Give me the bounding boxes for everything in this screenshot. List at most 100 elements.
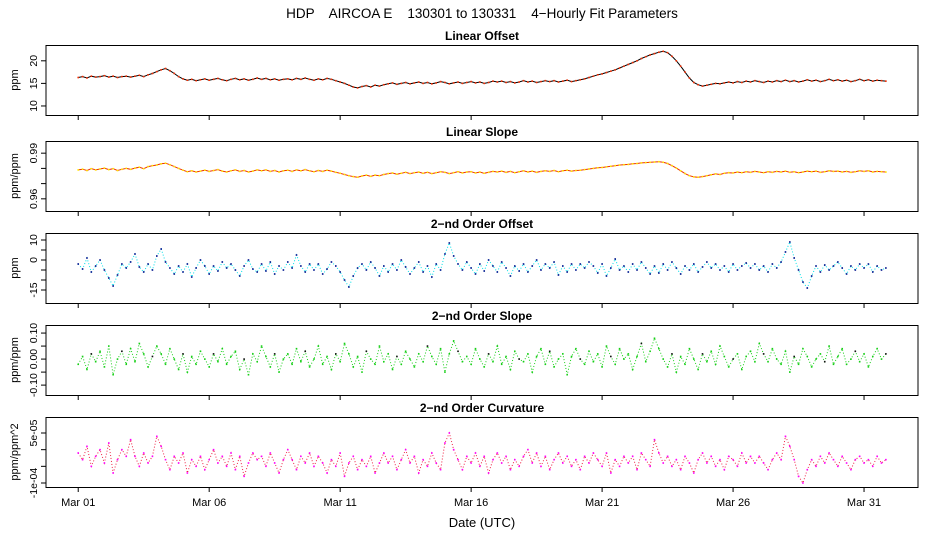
data-point bbox=[714, 263, 717, 265]
data-point bbox=[684, 265, 686, 267]
data-point bbox=[841, 267, 844, 269]
data-point bbox=[557, 170, 560, 173]
data-point bbox=[356, 355, 359, 358]
data-point bbox=[540, 269, 542, 271]
data-point bbox=[701, 452, 704, 454]
data-point bbox=[164, 162, 167, 165]
data-point bbox=[562, 462, 564, 464]
data-point bbox=[204, 358, 206, 360]
data-point bbox=[762, 353, 765, 355]
data-point bbox=[208, 170, 210, 173]
data-point bbox=[771, 81, 774, 83]
data-point bbox=[483, 455, 486, 458]
data-point bbox=[492, 80, 494, 82]
data-point bbox=[121, 75, 123, 78]
data-point bbox=[317, 169, 320, 172]
data-point bbox=[505, 267, 507, 269]
data-point bbox=[444, 171, 446, 174]
data-point bbox=[431, 355, 433, 358]
data-point bbox=[204, 78, 206, 80]
data-point bbox=[278, 472, 280, 474]
data-point bbox=[806, 355, 809, 358]
data-point bbox=[142, 75, 145, 78]
data-point bbox=[492, 265, 494, 267]
data-point bbox=[321, 273, 324, 275]
data-point bbox=[409, 273, 411, 275]
data-point bbox=[431, 83, 433, 85]
data-point bbox=[221, 455, 224, 458]
data-point bbox=[732, 172, 734, 174]
data-point bbox=[400, 82, 403, 85]
data-point bbox=[431, 276, 433, 278]
data-point bbox=[649, 54, 651, 56]
data-point bbox=[636, 162, 638, 165]
data-point bbox=[396, 83, 398, 86]
data-point bbox=[513, 350, 516, 353]
data-point bbox=[112, 285, 114, 287]
data-point bbox=[754, 360, 756, 363]
data-point bbox=[404, 448, 407, 451]
data-point bbox=[710, 350, 713, 353]
data-point bbox=[243, 475, 245, 478]
data-point bbox=[518, 465, 520, 468]
data-point bbox=[204, 169, 206, 172]
data-point bbox=[706, 261, 708, 263]
data-point bbox=[195, 363, 197, 366]
data-point bbox=[81, 458, 84, 461]
data-point bbox=[238, 78, 241, 81]
data-point bbox=[583, 78, 586, 80]
data-point bbox=[247, 171, 250, 173]
data-point bbox=[334, 465, 337, 468]
data-point bbox=[356, 176, 359, 179]
data-point bbox=[675, 458, 678, 461]
data-point bbox=[732, 82, 734, 84]
data-point bbox=[409, 462, 411, 464]
data-point bbox=[321, 462, 324, 464]
data-point bbox=[304, 77, 307, 79]
data-point bbox=[190, 276, 193, 278]
y-tick-label: -0.10 bbox=[28, 373, 40, 397]
data-point bbox=[527, 448, 529, 451]
series-line bbox=[78, 161, 886, 178]
series-line bbox=[78, 50, 886, 89]
data-point bbox=[688, 347, 691, 350]
data-point bbox=[461, 269, 464, 271]
data-point bbox=[745, 262, 747, 264]
data-point bbox=[383, 360, 385, 363]
data-point bbox=[487, 259, 490, 261]
data-point bbox=[330, 261, 333, 263]
data-point bbox=[396, 355, 398, 358]
data-point bbox=[256, 458, 259, 461]
data-point bbox=[885, 267, 887, 269]
data-point bbox=[592, 167, 595, 170]
data-point bbox=[579, 468, 582, 471]
data-point bbox=[806, 468, 809, 471]
data-point bbox=[330, 78, 333, 81]
data-point bbox=[553, 261, 555, 263]
figure-title: HDP AIRCOA E 130301 to 130331 4−Hourly F… bbox=[286, 6, 678, 21]
data-point bbox=[234, 77, 237, 80]
data-point bbox=[400, 172, 403, 175]
data-point bbox=[544, 263, 547, 265]
data-point bbox=[644, 161, 647, 164]
plot-frame bbox=[45, 45, 919, 116]
data-point bbox=[871, 271, 874, 273]
data-point bbox=[282, 358, 285, 360]
data-point bbox=[282, 78, 285, 81]
data-point bbox=[858, 360, 861, 363]
data-point bbox=[789, 241, 791, 243]
data-point bbox=[767, 170, 769, 173]
data-point bbox=[863, 267, 865, 269]
data-point bbox=[850, 468, 852, 471]
data-point bbox=[269, 78, 272, 81]
data-point bbox=[339, 452, 341, 454]
data-point bbox=[531, 462, 534, 464]
data-point bbox=[121, 350, 123, 353]
data-point bbox=[326, 169, 328, 172]
data-point bbox=[623, 265, 625, 267]
data-point bbox=[719, 345, 721, 347]
data-point bbox=[688, 77, 691, 79]
data-point bbox=[260, 263, 263, 265]
data-point bbox=[858, 78, 861, 81]
data-point bbox=[177, 75, 180, 78]
